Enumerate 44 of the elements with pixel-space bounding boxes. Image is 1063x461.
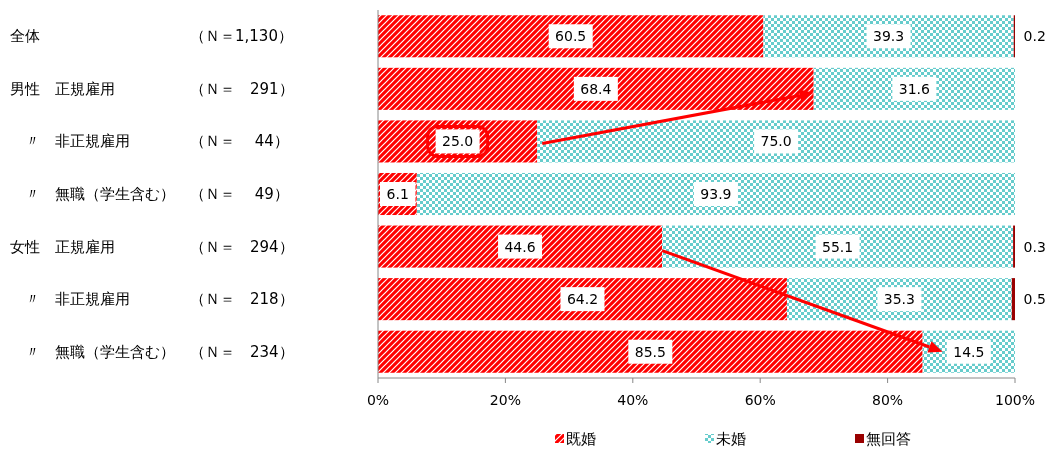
x-tick-label: 100%: [994, 392, 1036, 408]
data-label: 64.2: [566, 291, 599, 308]
y-tick-label: 〃 無職（学生含む） （Ｎ＝ 234）: [10, 342, 294, 361]
x-tick-label: 60%: [744, 392, 776, 408]
data-label: 6.1: [386, 186, 409, 202]
data-label: 60.5: [555, 28, 587, 45]
x-tick-label: 40%: [617, 392, 649, 408]
bar: [378, 225, 663, 268]
data-label: 55.1: [822, 238, 854, 255]
data-label: 68.4: [580, 80, 612, 97]
bar: [537, 120, 1015, 163]
y-tick-label: 〃 無職（学生含む） （Ｎ＝ 49）: [10, 185, 289, 203]
legend-label: 未婚: [716, 430, 746, 448]
data-label: 14.5: [953, 343, 985, 360]
data-label: 31.6: [898, 80, 931, 97]
bar: [786, 278, 1012, 321]
data-label: 93.9: [700, 186, 732, 202]
x-tick-label: 0%: [366, 392, 390, 408]
y-tick-label: 〃 非正規雇用 （Ｎ＝ 44）: [10, 132, 289, 151]
y-tick-label: 女性 正規雇用 （Ｎ＝ 294）: [10, 237, 294, 256]
x-tick-label: 20%: [489, 392, 521, 408]
data-label: 0.3: [1023, 238, 1046, 255]
y-tick-label: 男性 正規雇用 （Ｎ＝ 291）: [10, 79, 294, 98]
bar: [662, 225, 1014, 268]
bar: [1011, 278, 1016, 321]
data-label: 35.3: [883, 291, 915, 308]
data-label: 39.3: [872, 28, 905, 45]
bar: [378, 330, 923, 373]
legend-label: 無回答: [866, 430, 911, 448]
legend-label: 既婚: [566, 430, 596, 448]
data-label: 44.6: [504, 238, 536, 255]
data-label: 0.2: [1023, 28, 1046, 45]
bar: [378, 15, 764, 58]
data-label: 25.0: [442, 133, 474, 150]
data-label: 75.0: [760, 133, 792, 150]
bar: [763, 15, 1014, 58]
y-tick-label: 全体 （Ｎ＝1,130）: [10, 27, 293, 46]
x-tick-label: 80%: [872, 392, 904, 408]
data-label: 0.5: [1023, 291, 1046, 308]
y-tick-label: 〃 非正規雇用 （Ｎ＝ 218）: [10, 290, 294, 309]
data-label: 85.5: [634, 343, 666, 360]
bar: [813, 67, 1015, 110]
bar: [378, 278, 787, 321]
bar: [378, 67, 814, 110]
